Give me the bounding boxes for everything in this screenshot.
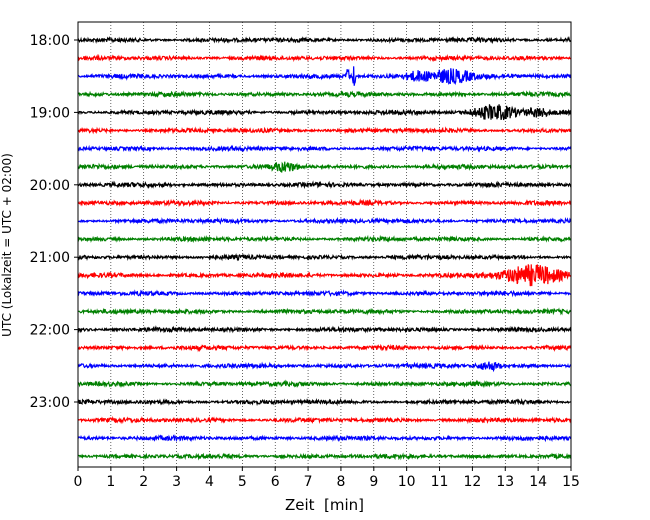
x-tick-label: 8 (336, 474, 345, 490)
plot-background (78, 22, 571, 467)
seismogram-trace (77, 144, 572, 153)
x-tick-label: 9 (369, 474, 378, 490)
x-tick-label: 10 (398, 474, 416, 490)
seismogram-trace (77, 234, 572, 244)
seismogram-trace (77, 264, 572, 287)
seismogram-trace (77, 90, 572, 99)
x-tick-label: 7 (304, 474, 313, 490)
seismogram-trace (77, 397, 572, 407)
vertical-grid (110, 22, 539, 467)
seismogram-traces (77, 35, 572, 461)
seismogram-trace (77, 361, 572, 373)
seismogram-trace (77, 452, 572, 461)
x-tick-label: 5 (238, 474, 247, 490)
seismogram-trace (77, 161, 572, 173)
seismogram-trace (77, 216, 572, 226)
y-tick-label: 18:00 (30, 33, 70, 49)
seismogram-trace (77, 252, 572, 262)
x-tick-label: 12 (463, 474, 481, 490)
x-axis-ticks: 0 1 2 3 4 5 6 7 8 9 10 11 12 13 14 15 (74, 467, 580, 490)
x-axis-title: Zeit [min] (285, 496, 364, 514)
y-tick-label: 20:00 (30, 178, 70, 194)
seismogram-trace (77, 66, 572, 86)
seismogram-trace (77, 104, 572, 121)
seismogram-trace (77, 434, 572, 443)
x-tick-label: 11 (431, 474, 449, 490)
x-tick-label: 2 (139, 474, 148, 490)
seismogram-trace (77, 180, 572, 190)
x-tick-label: 14 (529, 474, 547, 490)
x-tick-label: 0 (74, 474, 83, 490)
seismogram-trace (77, 307, 572, 316)
y-tick-label: 19:00 (30, 105, 70, 121)
y-axis-ticks: 18:00 19:00 20:00 21:00 22:00 23:00 (30, 33, 78, 411)
y-tick-label: 21:00 (30, 250, 70, 266)
x-tick-label: 6 (271, 474, 280, 490)
plot-frame (77, 21, 572, 468)
y-tick-label: 23:00 (30, 395, 70, 411)
x-tick-label: 13 (496, 474, 514, 490)
seismogram-trace (77, 198, 572, 208)
y-axis-title: UTC (Lokalzeit = UTC + 02:00) (0, 153, 14, 337)
seismogram-trace (77, 325, 572, 334)
seismogram-trace (77, 53, 572, 63)
x-tick-label: 3 (172, 474, 181, 490)
y-tick-label: 22:00 (30, 323, 70, 339)
x-tick-label: 15 (562, 474, 580, 490)
x-tick-label: 1 (106, 474, 115, 490)
seismogram-trace (77, 35, 572, 45)
seismogram-trace (77, 379, 572, 389)
seismogram-trace (77, 289, 572, 298)
seismogram-trace (77, 415, 572, 425)
seismogram-trace (77, 343, 572, 353)
seismogram-trace (77, 126, 572, 135)
x-tick-label: 4 (205, 474, 214, 490)
